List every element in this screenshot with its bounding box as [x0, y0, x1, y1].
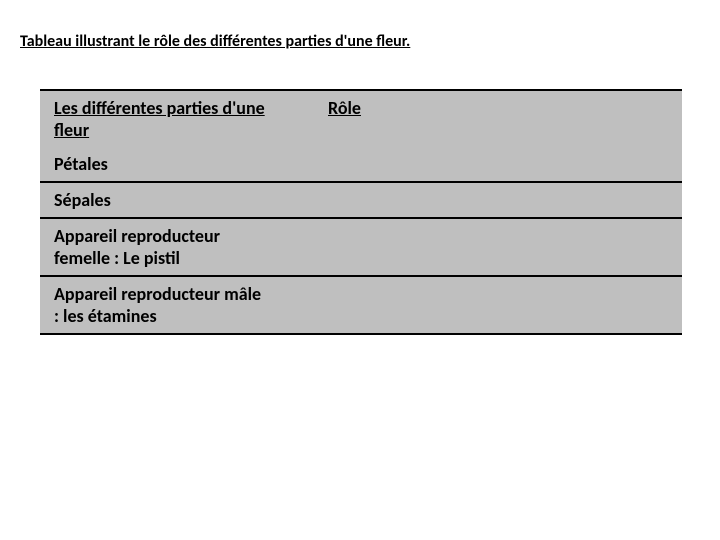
cell-left: Pétales	[40, 147, 280, 183]
table-header-row: Les différentes parties d'une fleur Rôle	[40, 89, 682, 147]
cell-left: Appareil reproducteur femelle : Le pisti…	[40, 219, 280, 277]
cell-text: Sépales	[54, 189, 111, 211]
cell-text: Appareil reproducteur femelle : Le pisti…	[54, 225, 220, 269]
page: Tableau illustrant le rôle des différent…	[0, 0, 720, 335]
cell-right	[280, 147, 682, 183]
cell-text: Pétales	[54, 153, 108, 175]
page-title: Tableau illustrant le rôle des différent…	[20, 32, 700, 51]
header-cell-right: Rôle	[280, 89, 682, 147]
table-row: Appareil reproducteur femelle : Le pisti…	[40, 219, 682, 277]
cell-text: Appareil reproducteur mâle : les étamine…	[54, 283, 261, 327]
cell-right	[280, 277, 682, 335]
header-right-text: Rôle	[328, 97, 361, 119]
header-left-text: Les différentes parties d'une fleur	[54, 97, 265, 141]
cell-right	[280, 183, 682, 219]
cell-left: Sépales	[40, 183, 280, 219]
header-cell-left: Les différentes parties d'une fleur	[40, 89, 280, 147]
table-row: Appareil reproducteur mâle : les étamine…	[40, 277, 682, 335]
flower-table: Les différentes parties d'une fleur Rôle…	[40, 89, 682, 335]
cell-right	[280, 219, 682, 277]
table-row: Pétales	[40, 147, 682, 183]
table-row: Sépales	[40, 183, 682, 219]
cell-left: Appareil reproducteur mâle : les étamine…	[40, 277, 280, 335]
